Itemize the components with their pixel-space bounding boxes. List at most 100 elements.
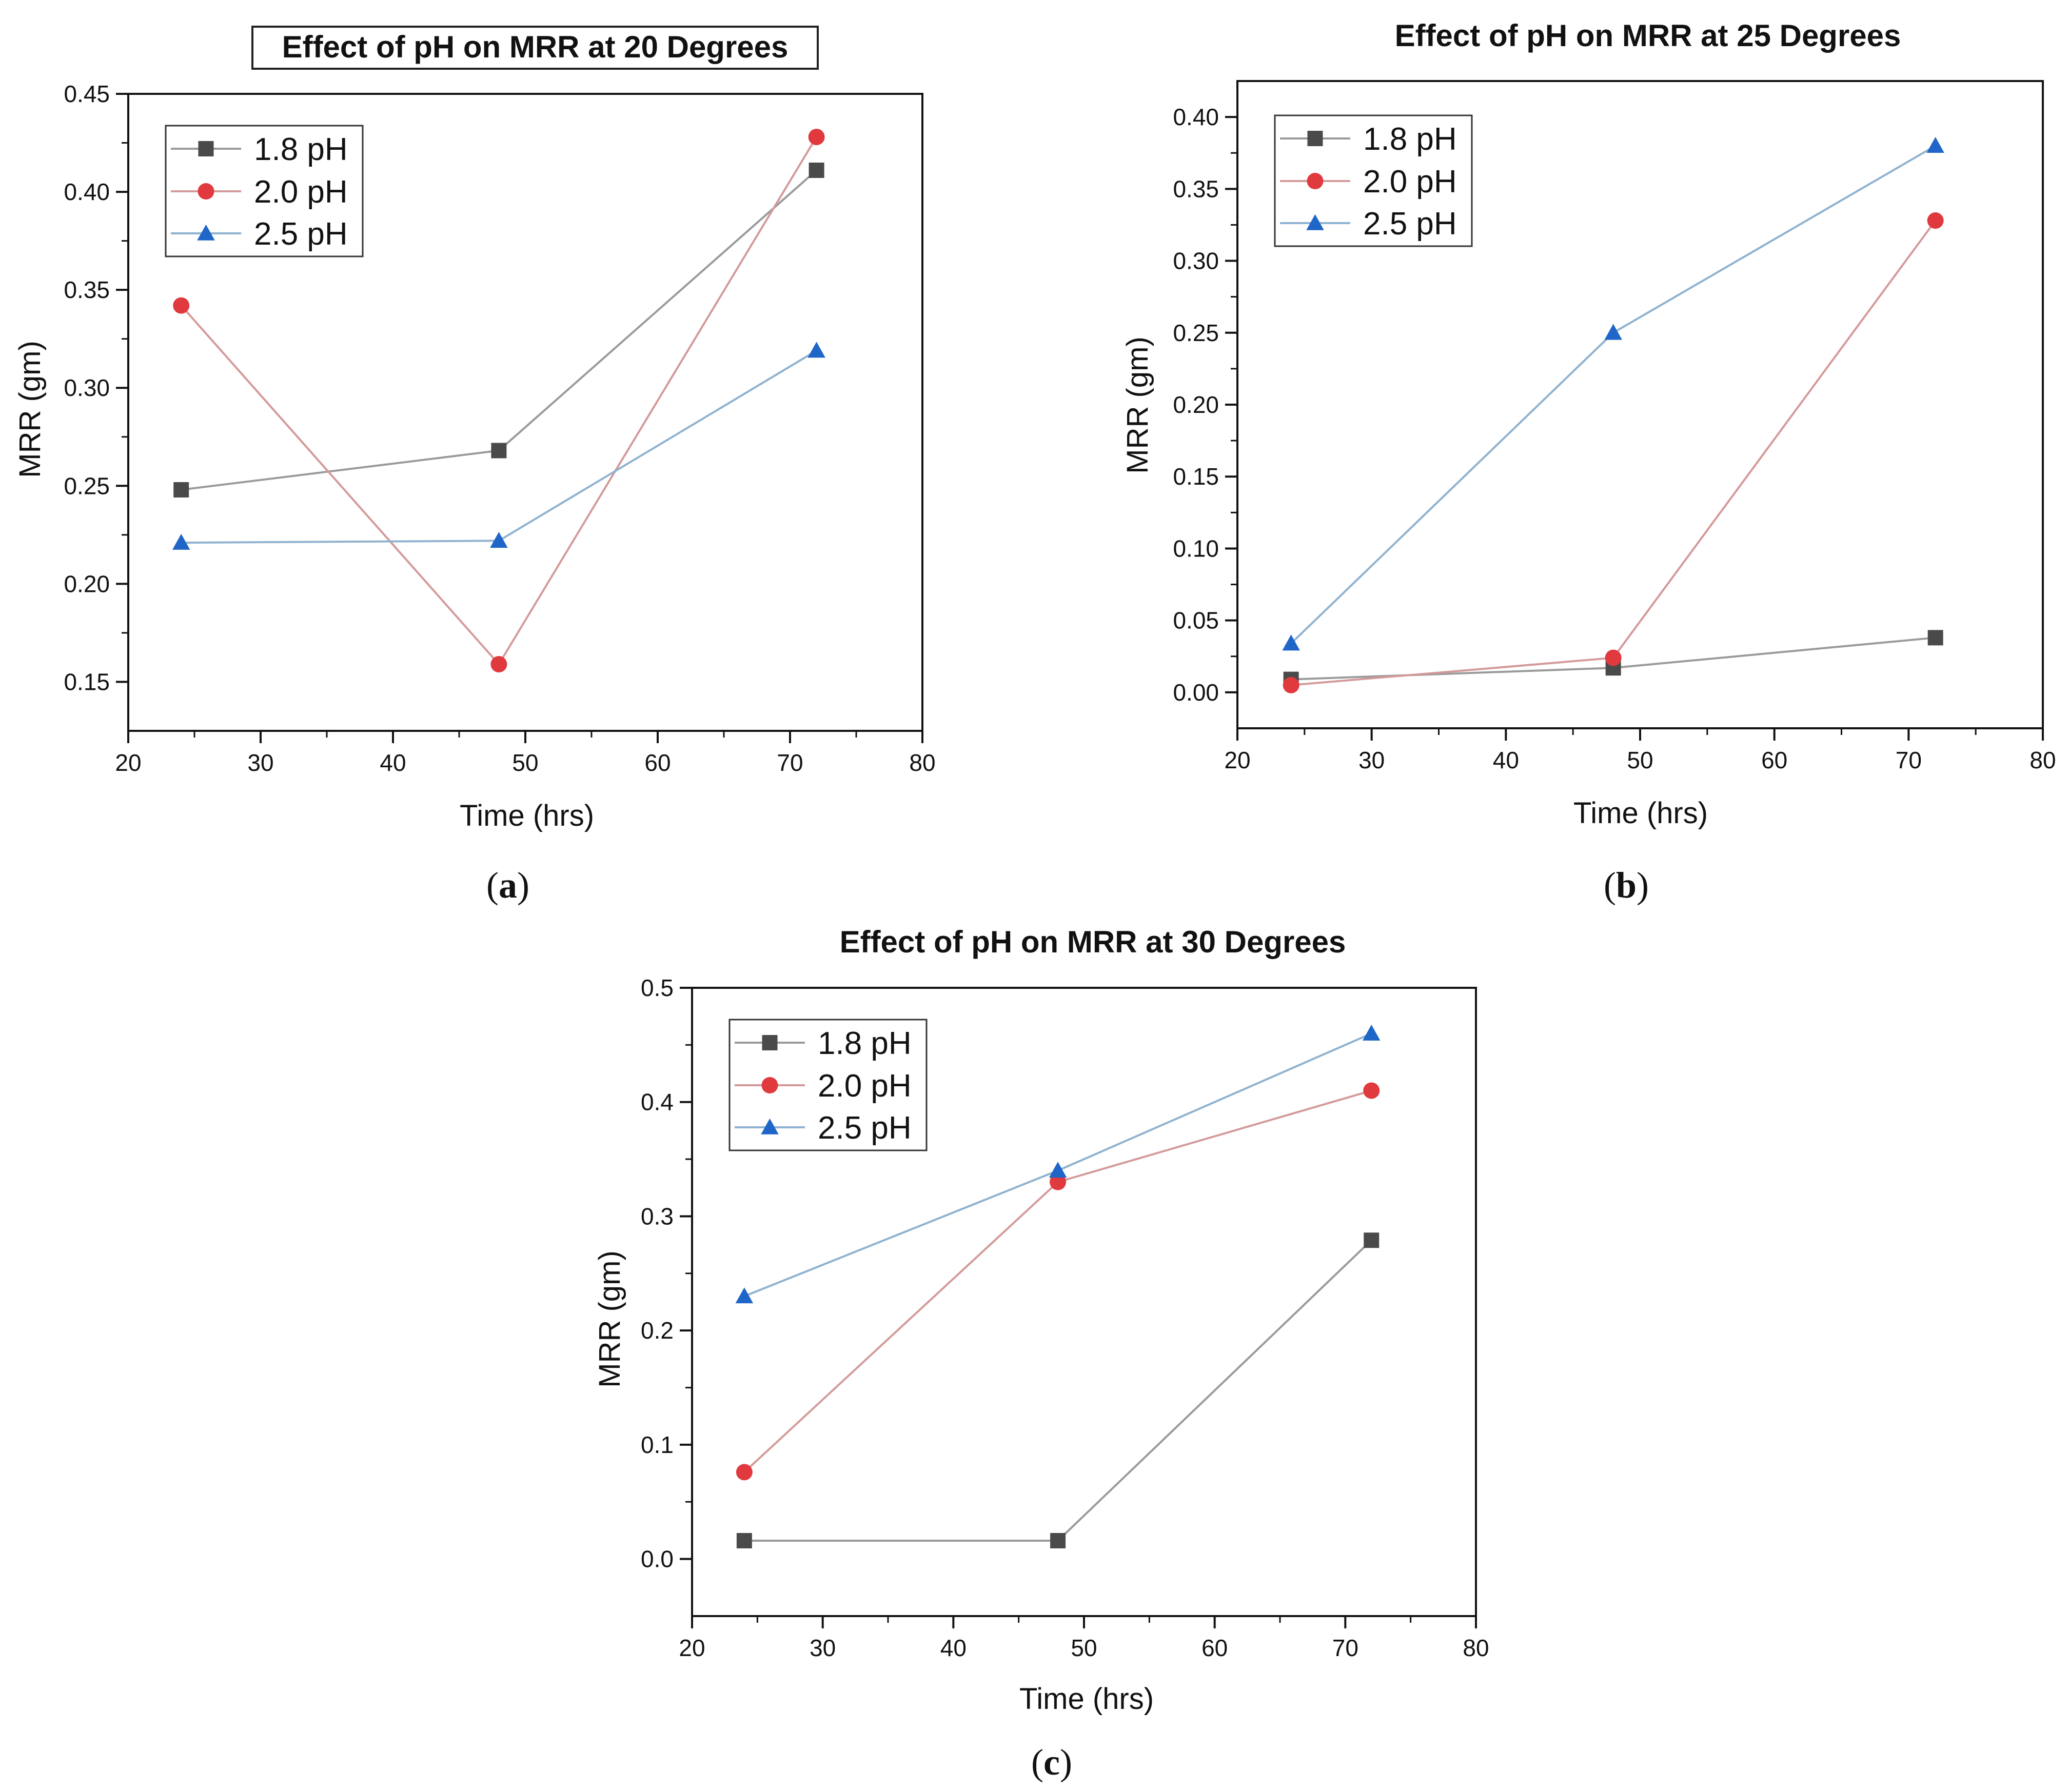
panel-a-ytick-label-3: 0.30 (64, 374, 110, 401)
panel-a-ytick-label-0: 0.15 (64, 668, 110, 695)
panel-a-caption-letter: a (499, 865, 517, 906)
panel-c-legend-label-1: 2.0 pH (818, 1068, 912, 1104)
panel-b-xlabel: Time (hrs) (1573, 797, 1708, 830)
panel-c-series-1-point-0 (736, 1464, 753, 1481)
panel-b-ytick-label-5: 0.25 (1173, 320, 1219, 346)
panel-b-series-2-point-1 (1604, 324, 1622, 340)
panel-b-legend-marker-1 (1307, 173, 1324, 189)
panel-c-series-0-point-2 (1364, 1232, 1380, 1248)
panel-b-xtick-label-2: 40 (1493, 747, 1519, 773)
panel-c-ytick-label-0: 0.0 (641, 1546, 674, 1572)
panel-b-ytick-label-8: 0.40 (1173, 104, 1219, 130)
panel-c-ytick-label-1: 0.1 (641, 1431, 674, 1458)
panel-a-legend-label-2: 2.5 pH (254, 216, 348, 252)
panel-b-title: Effect of pH on MRR at 25 Degrees (1395, 18, 1901, 53)
panel-b-xtick-label-3: 50 (1627, 747, 1653, 773)
panel-a-legend-marker-1 (198, 183, 214, 200)
panel-b-series-0-point-2 (1927, 630, 1943, 646)
panel-a-ytick-label-5: 0.40 (64, 178, 110, 205)
panel-b-series-2-point-2 (1926, 136, 1944, 153)
panel-a-plot (172, 129, 825, 673)
panel-b-legend-label-1: 2.0 pH (1363, 164, 1457, 200)
panel-c-xtick-label-2: 40 (940, 1635, 967, 1661)
panel-b-ticks: 20 30 40 50 60 70 80 0.00 0.05 0.10 0.15 0.20 0.25 0.… (1173, 104, 2056, 773)
panel-a-ytick-label-1: 0.20 (64, 570, 110, 597)
panel-c-series-0-point-0 (736, 1533, 752, 1548)
panel-a-series-0-point-2 (809, 163, 824, 178)
panel-a-ytick-label-6: 0.45 (64, 81, 110, 107)
panel-a-xtick-label-1: 30 (247, 749, 273, 776)
panel-a-xlabel: Time (hrs) (460, 799, 594, 832)
panel-c-frame (691, 987, 1477, 1617)
panel-c-legend-marker-0 (762, 1035, 778, 1050)
panel-b-series-1-point-1 (1605, 649, 1622, 666)
panel-c-series-0-point-1 (1050, 1533, 1066, 1548)
panel-b-series-1-point-0 (1283, 676, 1299, 693)
panel-c-series-2-point-0 (735, 1287, 754, 1304)
panel-c-xlabel: Time (hrs) (1019, 1682, 1154, 1716)
panel-c-series-2-point-2 (1363, 1024, 1381, 1041)
panel-b-legend-label-0: 1.8 pH (1363, 122, 1457, 157)
panel-c-series-1-point-2 (1363, 1082, 1380, 1099)
panel-b-xtick-label-0: 20 (1224, 747, 1250, 773)
panel-c-plot (735, 1024, 1381, 1548)
panel-b-xtick-label-6: 80 (2029, 747, 2056, 773)
panel-a-xtick-label-3: 50 (512, 749, 538, 776)
panel-c-xtick-label-0: 20 (679, 1635, 705, 1661)
panel-c-ytick-label-2: 0.2 (641, 1317, 674, 1344)
panel-b-xtick-label-4: 60 (1761, 747, 1787, 773)
panel-a-ticks: 20 30 40 50 60 70 80 0.15 0.20 0.25 0.30 0.35 0.40 0.… (64, 81, 935, 776)
panel-a-series-1-point-0 (173, 297, 190, 314)
panel-b: Effect of pH on MRR at 25 Degrees MRR (g… (1121, 18, 2056, 906)
panel-b-ytick-label-0: 0.00 (1173, 679, 1219, 706)
panel-b-plot (1282, 136, 1944, 693)
panel-a-xtick-label-5: 70 (777, 749, 803, 776)
panel-c-title: Effect of pH on MRR at 30 Degrees (840, 925, 1346, 959)
panel-a-series-1-point-2 (808, 129, 825, 146)
panel-b-ylabel: MRR (gm) (1121, 336, 1154, 473)
panel-c-ytick-label-3: 0.3 (641, 1203, 674, 1229)
panel-c-xtick-label-3: 50 (1071, 1635, 1097, 1661)
panel-c-series-1-point-1 (1050, 1173, 1067, 1190)
panel-c-series-0-line (744, 1239, 1372, 1542)
panel-a-xtick-label-6: 80 (909, 749, 935, 776)
panel-c-xtick-label-6: 80 (1463, 1635, 1489, 1661)
panel-b-legend-label-2: 2.5 pH (1363, 206, 1457, 242)
panel-b-ytick-label-6: 0.30 (1173, 248, 1219, 274)
panel-c-caption-letter: c (1043, 1742, 1060, 1783)
panel-a-legend-marker-2 (197, 224, 215, 241)
panel-a-ytick-label-2: 0.25 (64, 472, 110, 499)
panel-c-xtick-label-5: 70 (1332, 1635, 1358, 1661)
panel-a-xtick-label-0: 20 (115, 749, 141, 776)
panel-a-legend-marker-0 (198, 141, 214, 156)
panel-b-caption-letter: b (1616, 865, 1637, 906)
panel-a-frame (127, 93, 923, 732)
panel-c-ylabel: MRR (gm) (593, 1250, 626, 1387)
panel-c-legend-label-2: 2.5 pH (818, 1110, 912, 1146)
panel-a-ytick-label-4: 0.35 (64, 276, 110, 303)
panel-b-series-1-point-2 (1927, 212, 1944, 229)
panel-b-series-2-point-0 (1282, 634, 1300, 651)
panel-c-ytick-label-5: 0.5 (641, 974, 674, 1001)
panel-a-xtick-label-2: 40 (380, 749, 406, 776)
panel-b-legend-marker-2 (1306, 214, 1324, 230)
panel-b-ytick-label-2: 0.10 (1173, 535, 1219, 562)
panel-c-ticks: 20 30 40 50 60 70 80 0.0 0.1 0.2 0.3 0.4 0.5 (641, 974, 1489, 1661)
panel-b-series-1-line (1291, 220, 1937, 686)
panel-a-caption: (a) (486, 865, 529, 906)
panel-b-xtick-label-5: 70 (1896, 747, 1922, 773)
panel-b-caption: (b) (1604, 865, 1649, 906)
panel-c-ytick-label-4: 0.4 (641, 1089, 674, 1116)
panel-a-series-2-point-0 (172, 533, 190, 550)
panel-c: Effect of pH on MRR at 30 Degrees MRR (g… (593, 925, 1489, 1783)
panel-a: Effect of pH on MRR at 20 Degrees MRR (g… (13, 26, 936, 906)
panel-a-series-2-point-1 (490, 532, 508, 548)
panel-a-ylabel: MRR (gm) (13, 341, 47, 477)
panel-c-legend-marker-1 (761, 1077, 778, 1093)
panel-c-legend-marker-2 (761, 1118, 779, 1134)
panel-a-legend-label-1: 2.0 pH (254, 174, 348, 210)
panel-b-ytick-label-3: 0.15 (1173, 463, 1219, 490)
panel-c-caption: (c) (1031, 1742, 1072, 1783)
panel-a-series-2-point-2 (807, 342, 825, 358)
